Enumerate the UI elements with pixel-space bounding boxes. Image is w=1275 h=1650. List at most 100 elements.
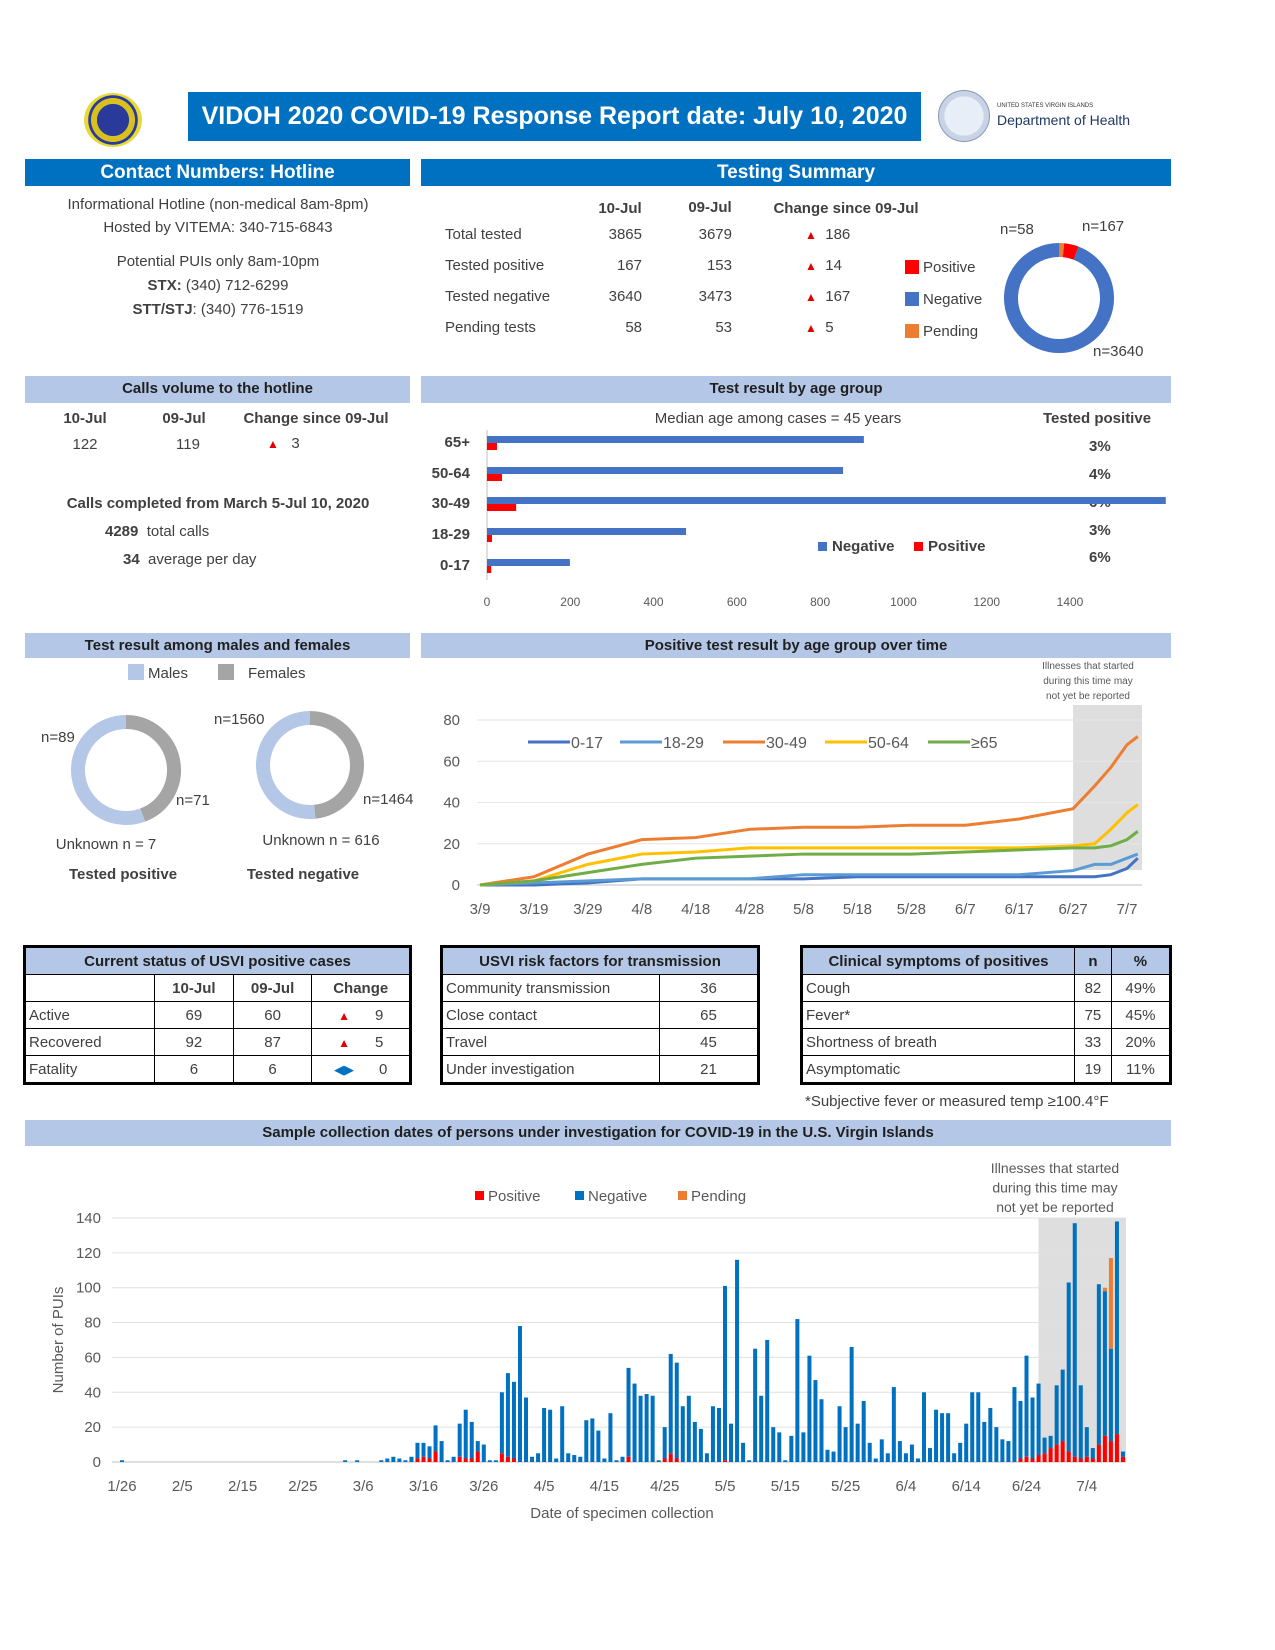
bar-negative bbox=[469, 1421, 474, 1459]
bar-negative bbox=[620, 1456, 625, 1462]
bar-positive bbox=[415, 1458, 420, 1462]
bar-negative bbox=[716, 1407, 721, 1462]
calls-change: ▲ 3 bbox=[267, 435, 300, 452]
bar-negative bbox=[1054, 1385, 1059, 1445]
bar-negative bbox=[439, 1441, 444, 1462]
sex-header: Test result among males and females bbox=[25, 633, 410, 658]
legend-series-label: 50-64 bbox=[868, 735, 909, 752]
swatch bbox=[128, 664, 144, 680]
calls-header: Calls volume to the hotline bbox=[25, 376, 410, 403]
calls-change-value: 3 bbox=[291, 435, 300, 452]
bar-negative bbox=[861, 1400, 866, 1462]
age-positive-bar bbox=[487, 474, 502, 481]
shade-note: not yet be reported bbox=[1046, 691, 1130, 702]
bar-negative bbox=[120, 1460, 124, 1462]
up-triangle-icon: ▲ bbox=[805, 321, 817, 335]
age-negative-bar bbox=[487, 467, 844, 474]
legend-label: Males bbox=[148, 665, 189, 682]
bar-positive bbox=[475, 1451, 480, 1462]
bar-negative bbox=[487, 1460, 492, 1462]
sttj-line: STT/STJ: (340) 776-1519 bbox=[133, 301, 304, 318]
bar-positive bbox=[1108, 1441, 1113, 1462]
age-x-tick: 1400 bbox=[1057, 595, 1084, 609]
bar-negative bbox=[626, 1367, 631, 1457]
bar-positive bbox=[499, 1453, 504, 1462]
y-tick: 80 bbox=[443, 712, 460, 729]
y-tick: 80 bbox=[84, 1315, 101, 1332]
legend-pending: Pending bbox=[905, 323, 978, 340]
testing-yesterday: 53 bbox=[715, 319, 732, 336]
bar-negative bbox=[602, 1458, 607, 1462]
bar-positive bbox=[1018, 1458, 1023, 1462]
x-tick: 6/17 bbox=[1005, 901, 1034, 918]
no-change-diamond-icon: ◀▶ bbox=[334, 1061, 355, 1077]
line-series-50-64 bbox=[479, 803, 1139, 887]
donut-label-negative: n=3640 bbox=[1093, 343, 1144, 360]
bar-negative bbox=[650, 1395, 655, 1462]
bar-negative bbox=[1072, 1223, 1077, 1457]
bar-negative bbox=[1102, 1291, 1107, 1436]
bar-pending bbox=[1108, 1258, 1113, 1349]
total-calls: 4289 total calls bbox=[105, 523, 209, 540]
testing-yesterday: 3679 bbox=[698, 226, 732, 243]
bar-negative bbox=[1084, 1427, 1089, 1457]
bar-negative bbox=[903, 1453, 908, 1462]
median-age: Median age among cases = 45 years bbox=[654, 410, 902, 427]
bar-negative bbox=[668, 1353, 673, 1454]
bar-negative bbox=[614, 1460, 619, 1462]
shade-note: not yet be reported bbox=[996, 1199, 1114, 1215]
fever-footnote: *Subjective fever or measured temp ≥100.… bbox=[805, 1093, 1109, 1110]
cell: 6 bbox=[154, 1055, 234, 1084]
neg-females-label: n=1464 bbox=[363, 791, 414, 808]
bar-positive bbox=[463, 1458, 468, 1462]
bar-negative bbox=[801, 1432, 806, 1462]
bar-positive bbox=[1054, 1444, 1059, 1462]
risk-table: USVI risk factors for transmission Commu… bbox=[440, 945, 760, 1085]
line-series-18-29 bbox=[479, 852, 1139, 887]
bar-negative bbox=[891, 1387, 896, 1462]
bar-positive bbox=[1090, 1458, 1095, 1462]
shade-note: Illnesses that started bbox=[1042, 661, 1134, 672]
x-tick: 5/5 bbox=[715, 1478, 736, 1495]
symptoms-title: Clinical symptoms of positives bbox=[801, 946, 1075, 975]
x-tick: 4/8 bbox=[631, 901, 652, 918]
bar-negative bbox=[753, 1348, 758, 1462]
bar-negative bbox=[590, 1418, 595, 1462]
age-pct: 3% bbox=[1089, 522, 1111, 539]
col-header: 10-Jul bbox=[154, 974, 234, 1002]
bar-negative bbox=[1096, 1284, 1101, 1445]
x-tick: 3/9 bbox=[470, 901, 491, 918]
bar-negative bbox=[1060, 1369, 1065, 1442]
table-row: Travel 45 bbox=[441, 1028, 759, 1056]
report-title-bar: VIDOH 2020 COVID-19 Response Report date… bbox=[188, 92, 921, 141]
tested-positive-header: Tested positive bbox=[1042, 410, 1152, 427]
bar-negative bbox=[759, 1395, 764, 1462]
pos-females-label: n=71 bbox=[176, 792, 210, 809]
bar-positive bbox=[469, 1458, 474, 1462]
bar-negative bbox=[837, 1406, 842, 1462]
bar-negative bbox=[415, 1442, 420, 1459]
bar-negative bbox=[385, 1458, 390, 1462]
up-triangle-icon: ▲ bbox=[338, 1008, 350, 1023]
legend-label: Negative bbox=[588, 1188, 647, 1205]
bar-negative bbox=[825, 1449, 830, 1462]
bar-negative bbox=[1108, 1348, 1113, 1442]
age-pct: 6% bbox=[1089, 549, 1111, 566]
bar-negative bbox=[964, 1423, 969, 1462]
bar-negative bbox=[499, 1392, 504, 1454]
row-label: Asymptomatic bbox=[801, 1055, 1075, 1084]
bar-positive bbox=[1066, 1451, 1071, 1462]
bar-negative bbox=[1006, 1441, 1011, 1462]
donut-label-pending: n=58 bbox=[1000, 221, 1034, 238]
line-series-30-49 bbox=[479, 735, 1139, 887]
change-value: 14 bbox=[825, 257, 842, 274]
testing-yesterday: 153 bbox=[706, 257, 732, 274]
x-tick: 3/29 bbox=[573, 901, 602, 918]
bar-negative bbox=[789, 1435, 794, 1462]
table-row: Under investigation 21 bbox=[441, 1055, 759, 1084]
bar-negative bbox=[409, 1456, 414, 1462]
positive-sex-donut-slice bbox=[71, 715, 146, 825]
bar-negative bbox=[548, 1409, 553, 1462]
x-tick: 3/6 bbox=[353, 1478, 374, 1495]
x-tick: 4/5 bbox=[534, 1478, 555, 1495]
